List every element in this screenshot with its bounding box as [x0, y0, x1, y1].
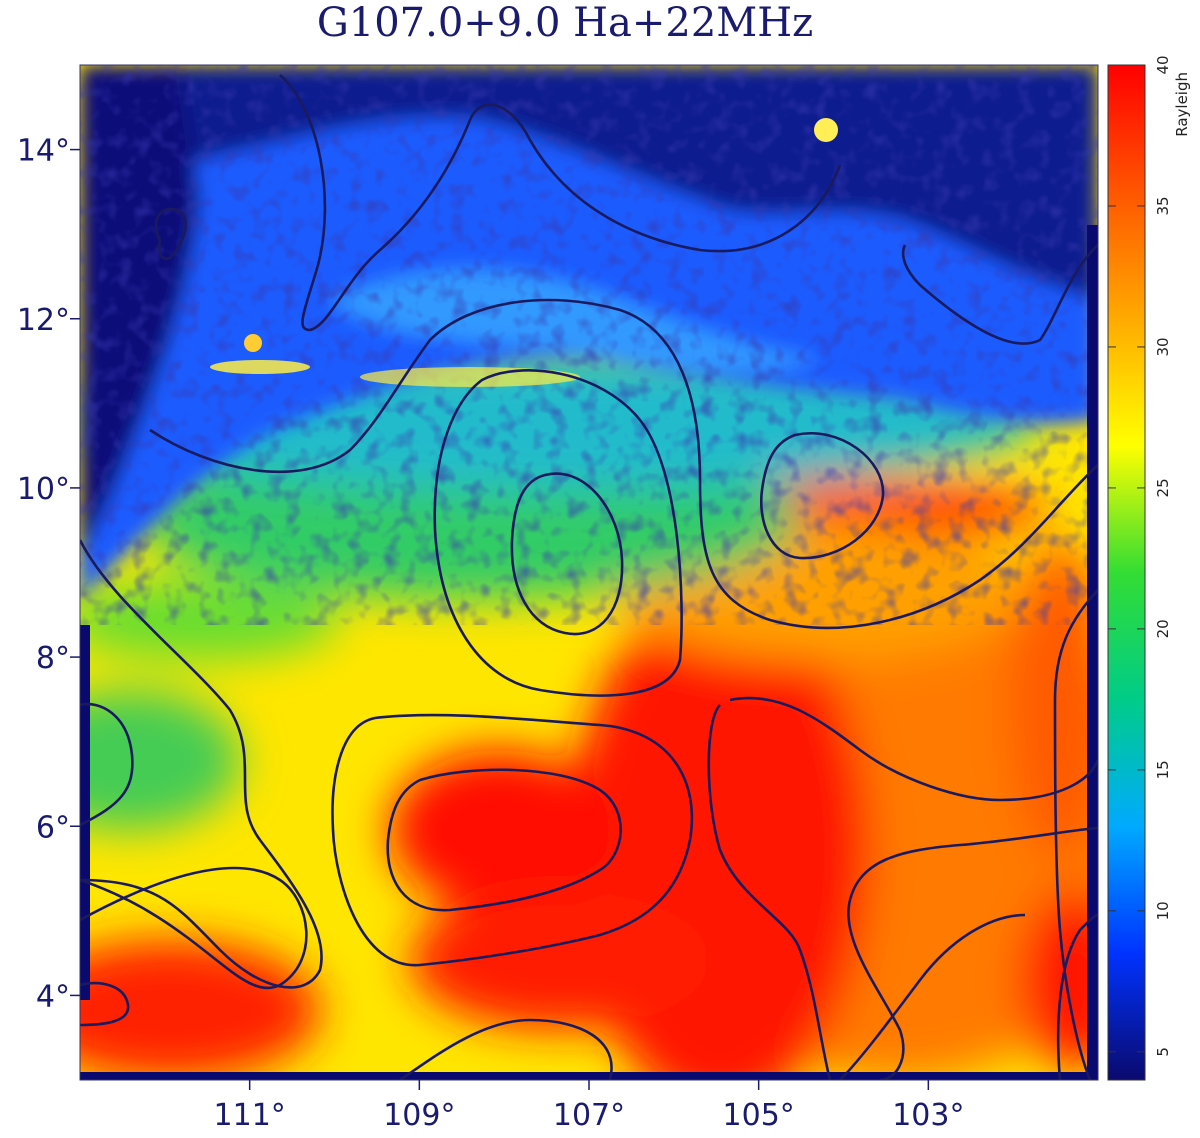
- heatmap-bright-source-left: [244, 334, 262, 352]
- x-tick-label: 103°: [892, 1098, 964, 1133]
- heatmap-region-red-bottom-right: [1020, 890, 1098, 1070]
- contour-line: [847, 826, 1098, 1080]
- heatmap-region-green-left: [80, 690, 240, 830]
- contour-line: [1056, 913, 1098, 1080]
- contours: [80, 74, 1098, 1080]
- heatmap-filament-yellow: [210, 360, 310, 374]
- contour-line: [839, 913, 1026, 1080]
- colorbar-tick-label: 5: [1154, 1047, 1172, 1057]
- colorbar-tick-label: 10: [1154, 901, 1172, 920]
- contour-line: [80, 539, 323, 989]
- y-tick-label: 14°: [17, 134, 70, 169]
- y-tick-label: 8°: [36, 641, 70, 676]
- contour-line: [1053, 589, 1098, 1080]
- y-tick-label: 6°: [36, 810, 70, 845]
- contour-line: [759, 432, 885, 560]
- colorbar-tick-label: 25: [1154, 478, 1172, 497]
- y-tick-label: 10°: [17, 472, 70, 507]
- colorbar-tick-label: 35: [1154, 196, 1172, 215]
- y-axis: 4° 6° 8° 10° 12° 14°: [17, 134, 80, 1014]
- colorbar-tick-label: 15: [1154, 760, 1172, 779]
- contour-line: [154, 207, 188, 261]
- contour-line: [386, 768, 622, 912]
- contour-line: [80, 866, 308, 990]
- heatmap-speckle: [80, 65, 1098, 625]
- heatmap-region-red-blob: [390, 750, 610, 910]
- contour-line: [510, 472, 624, 636]
- colorbar: 5 10 15 20 25 30 35 40 Rayleigh: [1107, 55, 1191, 1081]
- heatmap: [80, 65, 1098, 1080]
- contour-line: [331, 713, 694, 967]
- colorbar-gradient: [1107, 64, 1146, 1081]
- heatmap-region-red-lower: [410, 890, 710, 1030]
- contour-line: [729, 696, 1098, 802]
- x-tick-label: 111°: [214, 1098, 286, 1133]
- heatmap-region-red-left-bottom: [80, 940, 320, 1080]
- colorbar-label: Rayleigh: [1173, 72, 1191, 137]
- colorbar-tick-label: 20: [1154, 619, 1172, 638]
- y-tick-label: 4°: [36, 979, 70, 1014]
- chart-title: G107.0+9.0 Ha+22MHz: [317, 0, 813, 46]
- contour-line: [80, 702, 134, 827]
- heatmap-blank-right-edge: [1087, 225, 1098, 1075]
- contour-line: [399, 1018, 613, 1080]
- heatmap-bright-source-top: [814, 118, 838, 142]
- heatmap-filament-yellow-2: [360, 367, 580, 387]
- x-tick-label: 107°: [553, 1098, 625, 1133]
- contour-line: [707, 704, 832, 1080]
- colorbar-tick-label: 40: [1154, 55, 1172, 74]
- contour-line: [279, 74, 842, 332]
- y-tick-label: 12°: [17, 303, 70, 338]
- colorbar-tick-label: 30: [1154, 337, 1172, 356]
- heatmap-blank-left-edge: [80, 625, 90, 1000]
- contour-line: [433, 369, 683, 697]
- contour-line: [149, 298, 1098, 630]
- contour-line: [901, 244, 1098, 345]
- x-tick-label: 109°: [383, 1098, 455, 1133]
- contour-line: [80, 981, 130, 1027]
- heatmap-blank-bottom-edge: [80, 1072, 1098, 1080]
- x-axis: 111° 109° 107° 105° 103°: [214, 1080, 964, 1133]
- x-tick-label: 105°: [723, 1098, 795, 1133]
